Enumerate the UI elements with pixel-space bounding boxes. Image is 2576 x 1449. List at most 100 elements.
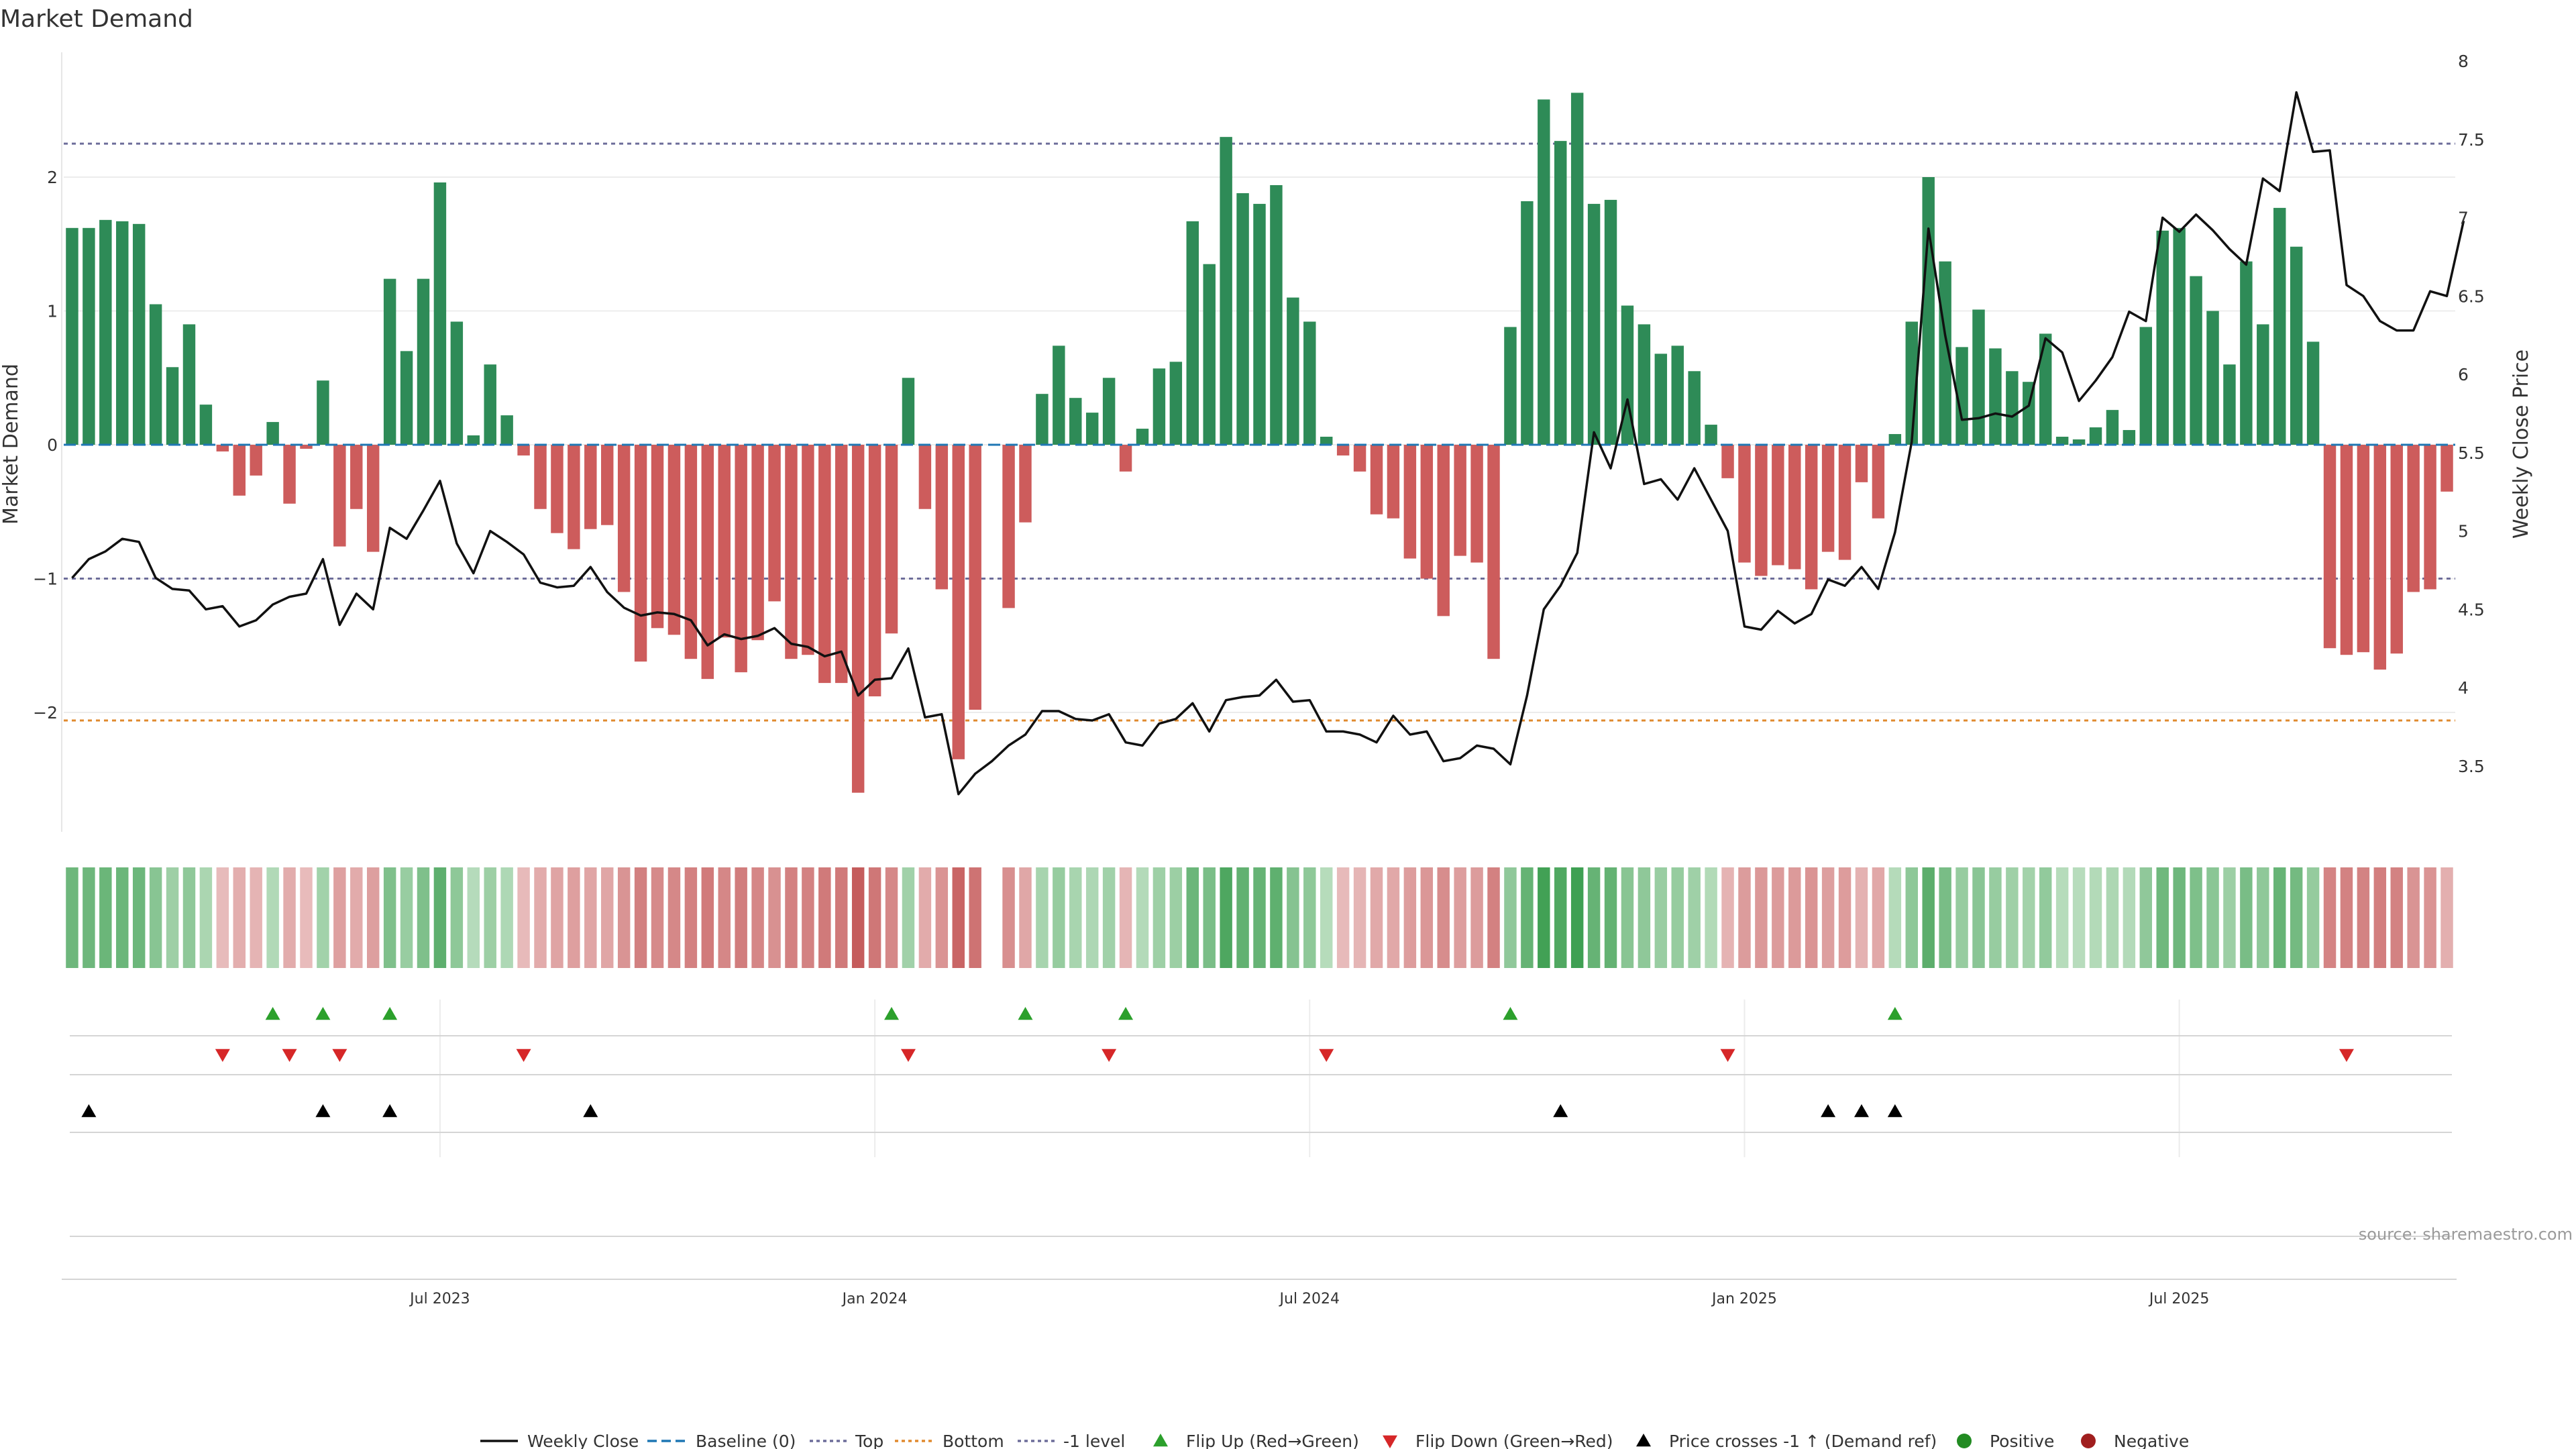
heat-cell	[1487, 867, 1500, 968]
heat-cell	[216, 867, 229, 968]
price-cross-marker	[583, 1104, 598, 1118]
demand-bar	[1102, 378, 1116, 445]
heat-cell	[433, 867, 447, 968]
heat-cell	[1504, 867, 1517, 968]
demand-bar	[2323, 445, 2337, 649]
heat-cell	[2240, 867, 2253, 968]
heat-cell	[1253, 867, 1266, 968]
heat-cell	[1102, 867, 1116, 968]
demand-bar	[1454, 445, 1466, 556]
event-marker-panels	[62, 1007, 2457, 1280]
price-cross-marker	[382, 1104, 398, 1118]
demand-bar	[768, 445, 781, 602]
legend-label: -1 level	[1063, 1432, 1125, 1449]
demand-bar	[1036, 394, 1049, 445]
y-axis-label: Market Demand	[0, 364, 23, 525]
demand-bar	[366, 445, 380, 552]
demand-bar	[1236, 193, 1249, 445]
heat-cell	[1470, 867, 1483, 968]
demand-bar	[667, 445, 681, 635]
legend-swatch	[1957, 1434, 1972, 1448]
demand-bar	[1554, 141, 1567, 445]
heat-cell	[1303, 867, 1316, 968]
heat-cell	[1069, 867, 1082, 968]
heat-cell	[417, 867, 430, 968]
heat-cell	[1336, 867, 1350, 968]
demand-bar	[2440, 445, 2453, 492]
flip-down-marker	[900, 1049, 916, 1062]
demand-bar	[1872, 445, 1885, 519]
demand-bar	[182, 324, 196, 445]
heat-cell	[1755, 867, 1768, 968]
heat-cell	[969, 867, 981, 968]
heat-cell	[1152, 867, 1166, 968]
y2-tick-label: 7.5	[2458, 130, 2485, 150]
heat-cell	[935, 867, 949, 968]
heat-cell	[634, 867, 647, 968]
y2-tick-label: 4	[2458, 678, 2469, 698]
demand-bar	[383, 278, 396, 445]
demand-bar	[266, 422, 279, 445]
heat-cell	[366, 867, 380, 968]
demand-bar	[684, 445, 698, 659]
flip-up-marker	[315, 1007, 331, 1020]
demand-bar	[701, 445, 714, 680]
demand-bar	[651, 445, 664, 629]
demand-bar	[634, 445, 647, 662]
demand-bar	[1772, 445, 1784, 566]
heat-cell	[1403, 867, 1417, 968]
heat-cell	[1053, 867, 1065, 968]
y2-tick-label: 8	[2458, 52, 2469, 71]
price-line	[71, 91, 2465, 796]
heat-cell	[2273, 867, 2286, 968]
demand-bar	[132, 223, 146, 445]
heat-cell	[1270, 867, 1283, 968]
heat-cell	[1085, 867, 1099, 968]
y2-tick-label: 5.5	[2458, 443, 2485, 463]
heat-cell	[66, 867, 78, 968]
legend-label: Price crosses -1 ↑ (Demand ref)	[1669, 1432, 1937, 1449]
demand-bar	[1220, 137, 1232, 445]
heat-cell	[1521, 867, 1534, 968]
demand-bar	[2190, 276, 2202, 445]
demand-bar	[718, 445, 731, 638]
demand-bar	[1353, 445, 1366, 472]
legend-label: Positive	[1990, 1432, 2054, 1449]
heat-cell	[1136, 867, 1149, 968]
legend-label: Bottom	[943, 1432, 1004, 1449]
heat-cell	[785, 867, 798, 968]
demand-bar	[1705, 425, 1717, 445]
demand-bar	[1570, 93, 1584, 445]
heat-cell	[952, 867, 965, 968]
heat-cell	[83, 867, 95, 968]
heat-cell	[2390, 867, 2403, 968]
price-line-layer	[71, 91, 2465, 796]
legend-swatch	[1153, 1434, 1168, 1447]
x-tick-label: Jul 2025	[2148, 1291, 2210, 1307]
demand-bar	[1721, 445, 1734, 478]
demand-bar	[216, 445, 229, 451]
demand-bar	[1253, 203, 1266, 445]
heat-cell	[1888, 867, 1902, 968]
heat-cell	[2407, 867, 2420, 968]
demand-bar	[2373, 445, 2387, 670]
heat-cell	[2023, 867, 2035, 968]
demand-bar	[1387, 445, 1400, 519]
heat-cell	[1320, 867, 1333, 968]
y-tick-label: 2	[47, 168, 58, 187]
demand-bar	[1604, 199, 1617, 445]
heat-cell	[802, 867, 814, 968]
demand-bar	[2390, 445, 2403, 654]
flip-down-marker	[332, 1049, 347, 1062]
demand-bar	[1788, 445, 1801, 570]
heat-cell	[467, 867, 480, 968]
legend: Weekly Close Baseline (0) Top Bottom -1 leve…	[480, 1432, 2189, 1449]
heat-cell	[166, 867, 179, 968]
flip-down-marker	[2339, 1049, 2354, 1062]
heat-cell	[1570, 867, 1584, 968]
demand-bar	[818, 445, 831, 684]
heat-cell	[1821, 867, 1835, 968]
heat-cell	[667, 867, 681, 968]
demand-bar	[1838, 445, 1851, 560]
heat-cell	[885, 867, 898, 968]
